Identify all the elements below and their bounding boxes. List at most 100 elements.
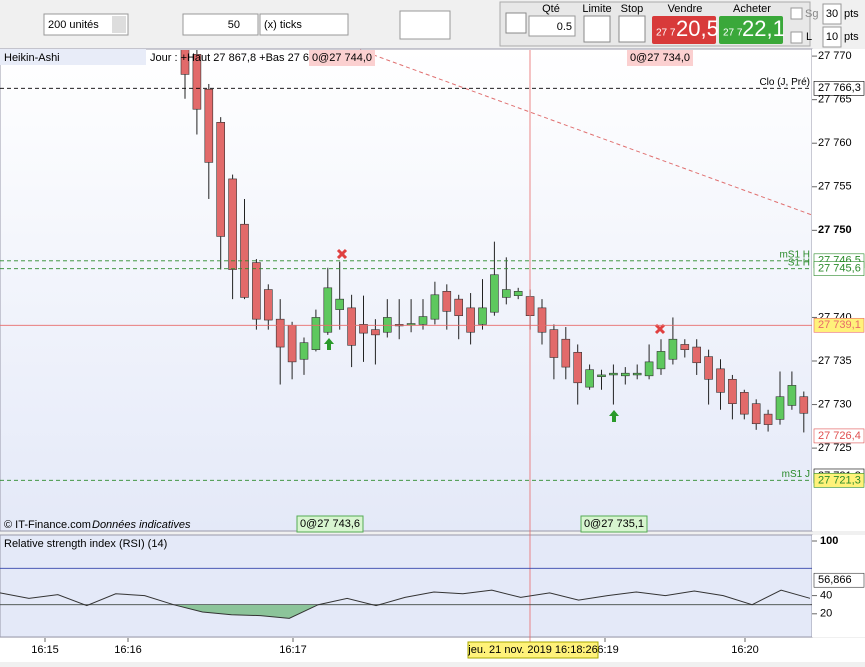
candle-body: [347, 307, 356, 346]
qty-select-text: 200 unités: [48, 19, 99, 31]
level-box: [813, 261, 865, 276]
candle-body: [716, 368, 725, 393]
order-label: 0@27 735,1: [584, 518, 644, 530]
y-tick-label: 100: [820, 535, 838, 547]
candle-body: [585, 369, 594, 388]
sell-prefix: 27 7: [656, 28, 676, 39]
x-tick-label: 16:17: [279, 644, 307, 656]
level-label: 27 721,3: [818, 474, 861, 486]
sell-label: Vendre: [668, 3, 703, 15]
rsi-line: [0, 589, 811, 619]
stop-button[interactable]: [618, 15, 646, 43]
candle-body: [561, 338, 571, 368]
sg-input[interactable]: [822, 3, 842, 25]
candle-body: [204, 88, 214, 163]
buy-marker: [609, 410, 619, 422]
candle-body: [549, 329, 559, 358]
trend-line: [359, 49, 813, 216]
candle-body: [501, 289, 511, 298]
y-tick-label: 40: [820, 590, 832, 602]
y-tick-label: 27 760: [818, 137, 852, 149]
candle-body: [680, 344, 690, 350]
x-tick-label: 16:16: [114, 644, 142, 656]
y-tick-label: 27 735: [818, 355, 852, 367]
level-name: Clo (J, Pré): [759, 77, 810, 88]
candle-body: [763, 413, 773, 425]
sg-label: Sg: [805, 8, 818, 20]
l-checkbox[interactable]: [790, 31, 803, 44]
candle-body: [299, 342, 309, 360]
chart-type-button[interactable]: [399, 10, 451, 40]
candle-body: [799, 396, 809, 414]
order-box: [309, 50, 375, 66]
level-box: [813, 428, 865, 444]
qty-value: 0.5: [557, 21, 572, 33]
level-name: mS1 H: [779, 249, 810, 260]
sell-marker: [336, 248, 348, 260]
level-label: 27 739,1: [818, 319, 861, 331]
sell-marker: [654, 323, 666, 335]
chart-title: Heikin-Ashi: [4, 52, 60, 64]
l-input[interactable]: [822, 26, 842, 48]
y-tick-label: 27 730: [818, 398, 852, 410]
price-axis: [812, 49, 865, 531]
order-box: [296, 515, 364, 533]
candle-body: [311, 317, 321, 350]
y-tick-label: 27 770: [818, 50, 852, 62]
level-box: [813, 473, 865, 488]
stop-label: Stop: [621, 3, 644, 15]
level-box: [813, 81, 865, 96]
y-tick-label: 20: [820, 608, 832, 620]
candle-body: [775, 396, 785, 420]
sell-price: 20,5: [676, 16, 719, 41]
chart-header: [0, 49, 146, 65]
time-axis: [0, 638, 865, 662]
level-box: [813, 317, 865, 333]
candle-body: [620, 372, 630, 377]
candle-body: [728, 378, 737, 404]
level-label: 27 766,3: [818, 82, 861, 94]
candle-body: [228, 178, 237, 270]
l-label: L: [806, 31, 812, 43]
buy-button[interactable]: [719, 16, 783, 44]
y-tick-label: 27 750: [818, 224, 852, 236]
order-label: 0@27 734,0: [630, 52, 690, 64]
disclaimer: Données indicatives: [92, 519, 191, 531]
candle-body: [252, 262, 261, 320]
l-unit: pts: [844, 31, 859, 43]
qty-input[interactable]: [528, 15, 576, 37]
candle-body: [192, 54, 202, 110]
candle-body: [644, 361, 654, 377]
rsi-panel: [0, 534, 813, 638]
candle-body: [287, 324, 297, 363]
candle-body: [609, 372, 618, 376]
ticks-input[interactable]: [182, 13, 259, 36]
limit-label: Limite: [582, 3, 611, 15]
qty-select[interactable]: [43, 13, 129, 36]
candle-body: [335, 298, 345, 310]
candle-body: [573, 351, 583, 384]
dropdown[interactable]: [112, 16, 126, 33]
price-panel: [0, 48, 813, 532]
candle-body: [418, 316, 428, 325]
candle-body: [359, 324, 368, 334]
x-tick-label: 16:15: [31, 644, 59, 656]
qty-label: Qté: [542, 3, 560, 15]
buy-prefix: 27 7: [723, 28, 743, 39]
buy-price: 22,1: [742, 16, 785, 41]
order-label: 0@27 743,6: [300, 518, 360, 530]
rsi-last-box: [813, 572, 865, 588]
ticks-select[interactable]: [259, 13, 349, 36]
candle-body: [490, 274, 499, 313]
limit-button[interactable]: [583, 15, 611, 43]
level-label: 27 745,6: [818, 263, 861, 275]
level-name: mS1 J: [782, 469, 810, 480]
sell-button[interactable]: [652, 16, 716, 44]
crosshair-label: jeu. 21 nov. 2019 16:18:26: [467, 644, 597, 656]
sg-checkbox[interactable]: [790, 7, 803, 20]
buy-label: Acheter: [733, 3, 771, 15]
settings-button[interactable]: [505, 12, 527, 34]
candle-body: [371, 329, 380, 336]
